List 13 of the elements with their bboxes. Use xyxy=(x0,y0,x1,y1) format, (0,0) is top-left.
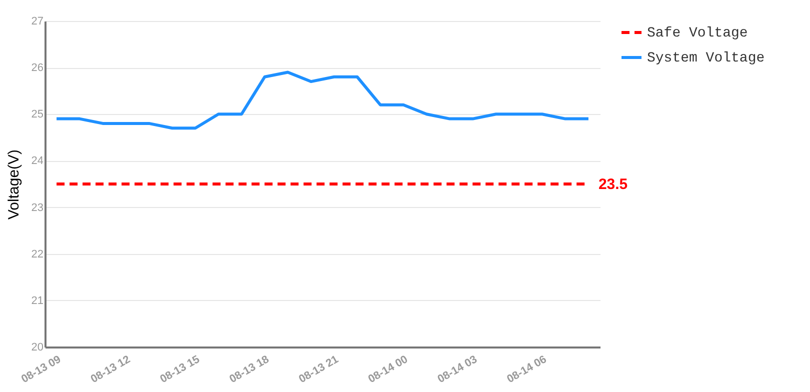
legend-label: Safe Voltage xyxy=(647,26,748,42)
line-series xyxy=(55,70,590,130)
legend-label: System Voltage xyxy=(647,50,765,66)
y-tick-label: 21 xyxy=(31,294,44,307)
data-label: 23.5 xyxy=(598,176,628,193)
y-tick-label: 24 xyxy=(31,155,44,168)
y-tick-label: 26 xyxy=(31,62,44,74)
y-tick-label: 27 xyxy=(31,16,44,28)
y-tick-label: 20 xyxy=(31,342,44,354)
y-tick-label: 25 xyxy=(31,108,44,121)
y-axis-title: Voltage(V) xyxy=(5,149,22,220)
y-tick-label: 22 xyxy=(31,248,44,260)
y-tick-label: 23 xyxy=(31,202,44,214)
